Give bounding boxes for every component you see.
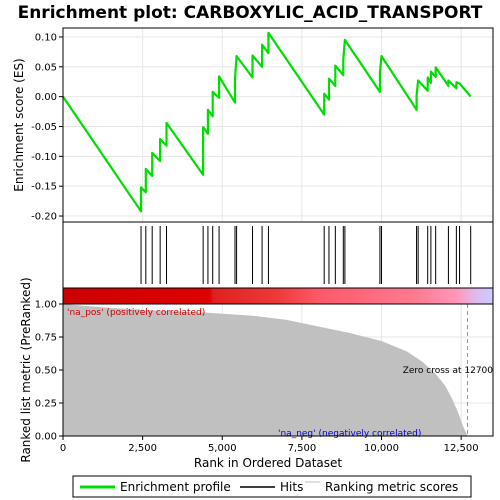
legend-metric-label: Ranking metric scores [325,480,458,494]
es-ytick-label: 0.10 [35,32,57,43]
es-line [62,31,472,213]
metric-area [63,304,468,436]
legend-es-label: Enrichment profile [120,480,231,494]
es-plot-area [63,28,493,222]
es-panel: -0.20 -0.15 -0.10 -0.05 0.00 0.05 0.10 [31,27,494,223]
metric-plot-border [62,303,494,437]
x-axis: 0 2,500 5,000 7,500 10,000 12,500 [60,436,479,454]
x-tick-label: 7,500 [288,443,317,454]
es-ytick-label: -0.05 [31,122,57,133]
legend: Enrichment profile Hits Ranking metric s… [72,475,472,498]
es-ytick-label: -0.15 [31,182,57,193]
legend-hits-label: Hits [280,480,303,494]
metric-ytick-label: 0.50 [35,366,57,377]
metric-y-axis-label: Ranked list metric (PreRanked) [19,277,33,462]
pos-annotation: 'na_pos' (positively correlated) [67,308,205,318]
metric-ytick-label: 0.00 [35,432,57,443]
x-tick-label: 10,000 [364,443,399,454]
x-tick-label: 0 [60,443,66,454]
es-ytick-label: 0.05 [35,62,57,73]
x-axis-label: Rank in Ordered Dataset [194,456,342,470]
es-ytick-label: -0.20 [31,212,57,223]
metric-ytick-label: 0.75 [35,333,57,344]
chart-title: Enrichment plot: CARBOXYLIC_ACID_TRANSPO… [18,3,483,23]
metric-panel: 0.00 0.25 0.50 0.75 1.00 'na_pos' (positively… [35,300,494,443]
metric-ytick-label: 0.25 [35,399,57,410]
es-ytick-label: -0.10 [31,152,57,163]
rank-colorbar [62,287,494,305]
colorbar-rect [62,287,494,305]
neg-annotation: 'na_neg' (negatively correlated) [278,429,421,439]
x-tick-label: 5,000 [208,443,237,454]
x-tick-label: 12,500 [444,443,479,454]
hits-plot-area [62,221,494,289]
zero-cross-annotation: Zero cross at 12700 [403,366,494,376]
metric-ytick-label: 1.00 [35,300,57,311]
x-tick-label: 2,500 [128,443,157,454]
es-y-axis-label: Enrichment score (ES) [12,58,26,191]
es-ytick-label: 0.00 [35,92,57,103]
hits-panel [62,221,494,289]
